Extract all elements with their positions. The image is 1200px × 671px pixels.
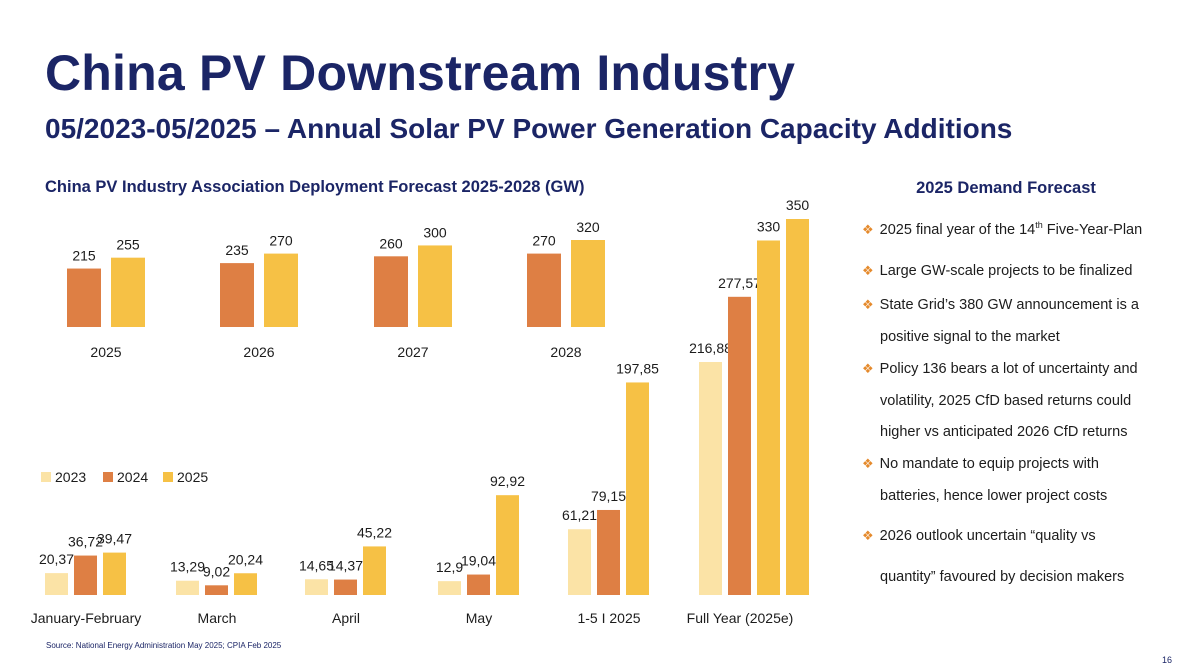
legend-swatch-2024 [103, 472, 113, 482]
forecast-value-label: 235 [225, 242, 249, 258]
monthly-value-label: 216,88 [689, 340, 732, 356]
monthly-value-label: 14,65 [299, 557, 334, 573]
monthly-category-label: May [466, 610, 492, 626]
forecast-value-label: 270 [269, 233, 293, 249]
monthly-category-label: March [198, 610, 237, 626]
forecast-value-label: 260 [379, 235, 403, 251]
monthly-value-label: 61,21 [562, 507, 597, 523]
monthly-bar-2023 [176, 580, 199, 595]
monthly-bar-2025 [234, 573, 257, 595]
monthly-value-label: 20,37 [39, 551, 74, 567]
monthly-bar-2025 [757, 240, 780, 595]
legend-label: 2023 [55, 469, 86, 485]
forecast-bar-2025-low [67, 268, 101, 327]
monthly-bar-2024 [467, 574, 490, 595]
bullet-no-mandate: ❖ No mandate to equip projects with batte… [862, 456, 1108, 504]
diamond-bullet-icon: ❖ [862, 297, 874, 312]
monthly-value-label: 330 [757, 218, 781, 234]
legend-swatch-2025 [163, 472, 173, 482]
forecast-bar-2028-low [527, 253, 561, 327]
monthly-category-label: January-February [31, 610, 142, 626]
forecast-category-label: 2025 [90, 344, 121, 360]
page-title: China PV Downstream Industry [45, 45, 796, 101]
forecast-value-label: 215 [72, 248, 96, 264]
monthly-value-label: 197,85 [616, 360, 659, 376]
bullet-policy-136: ❖ Policy 136 bears a lot of uncertainty a… [862, 361, 1138, 440]
forecast-bar-2026-low [220, 263, 254, 327]
forecast-value-label: 320 [576, 219, 600, 235]
diamond-bullet-icon: ❖ [862, 263, 874, 278]
monthly-value-label: 19,04 [461, 553, 496, 569]
monthly-value-label: 92,92 [490, 473, 525, 489]
forecast-bar-2028-high [571, 240, 605, 327]
capacity-charts: 215 255 2025 235 270 2026 260 300 2027 270 320 2028… [31, 197, 810, 626]
page-subtitle: 05/2023-05/2025 – Annual Solar PV Power … [45, 113, 1013, 144]
diamond-bullet-icon: ❖ [862, 456, 874, 471]
forecast-chart-title: China PV Industry Association Deployment… [45, 178, 585, 196]
forecast-category-label: 2027 [397, 344, 428, 360]
forecast-value-label: 255 [116, 237, 140, 253]
bullet-state-grid: ❖ State Grid’s 380 GW announcement is a p… [862, 297, 1139, 345]
demand-forecast-title: 2025 Demand Forecast [916, 179, 1096, 197]
monthly-value-label: 277,57 [718, 275, 761, 291]
monthly-bar-2024 [205, 585, 228, 595]
forecast-category-label: 2028 [550, 344, 581, 360]
monthly-bar-2023 [699, 362, 722, 595]
monthly-bar-2023 [438, 581, 461, 595]
forecast-value-label: 270 [532, 233, 556, 249]
monthly-value-label: 13,29 [170, 559, 205, 575]
diamond-bullet-icon: ❖ [862, 361, 874, 376]
forecast-bar-2026-high [264, 253, 298, 327]
legend-label: 2024 [117, 469, 148, 485]
monthly-bar-2024 [597, 509, 620, 595]
monthly-value-label: 79,15 [591, 488, 626, 504]
legend-label: 2025 [177, 469, 208, 485]
monthly-bar-2023 [568, 529, 591, 595]
forecast-category-label: 2026 [243, 344, 274, 360]
bullet-gw-projects: ❖ Large GW-scale projects to be finalized [862, 263, 1133, 279]
monthly-value-label: 14,37 [328, 558, 363, 574]
monthly-value-label: 9,02 [203, 563, 230, 579]
page-number: 16 [1161, 655, 1172, 665]
diamond-bullet-icon: ❖ [862, 528, 874, 543]
monthly-bar-2024 [74, 555, 97, 595]
monthly-value-label: 45,22 [357, 524, 392, 540]
monthly-value-label: 350 [786, 197, 810, 213]
monthly-bar-2025 [626, 382, 649, 595]
forecast-bar-2025-high [111, 257, 145, 327]
monthly-value-label: 39,47 [97, 531, 132, 547]
diamond-bullet-icon: ❖ [862, 221, 874, 237]
monthly-category-label: 1-5 I 2025 [577, 610, 640, 626]
monthly-bar-2023 [305, 579, 328, 595]
forecast-bar-2027-low [374, 256, 408, 327]
bullet-five-year-plan: ❖ 2025 final year of the 14th Five-Year-P… [862, 220, 1143, 238]
bullet-2026-outlook: ❖ 2026 outlook uncertain “quality vs quan… [862, 528, 1125, 585]
monthly-bar-2023 [45, 573, 68, 595]
monthly-bar-2025 [103, 552, 126, 595]
monthly-category-label: April [332, 610, 360, 626]
monthly-category-label: Full Year (2025e) [687, 610, 794, 626]
monthly-bar-2025 [363, 546, 386, 595]
forecast-bar-2027-high [418, 245, 452, 327]
monthly-bar-2025-high [786, 219, 809, 595]
monthly-bar-2024 [334, 579, 357, 595]
monthly-value-label: 36,72 [68, 534, 103, 550]
legend-swatch-2023 [41, 472, 51, 482]
forecast-value-label: 300 [423, 224, 447, 240]
monthly-bar-2025 [496, 495, 519, 595]
monthly-bar-2024 [728, 296, 751, 595]
monthly-value-label: 12,9 [436, 559, 463, 575]
monthly-value-label: 20,24 [228, 551, 263, 567]
source-note: Source: National Energy Administration M… [46, 641, 282, 650]
